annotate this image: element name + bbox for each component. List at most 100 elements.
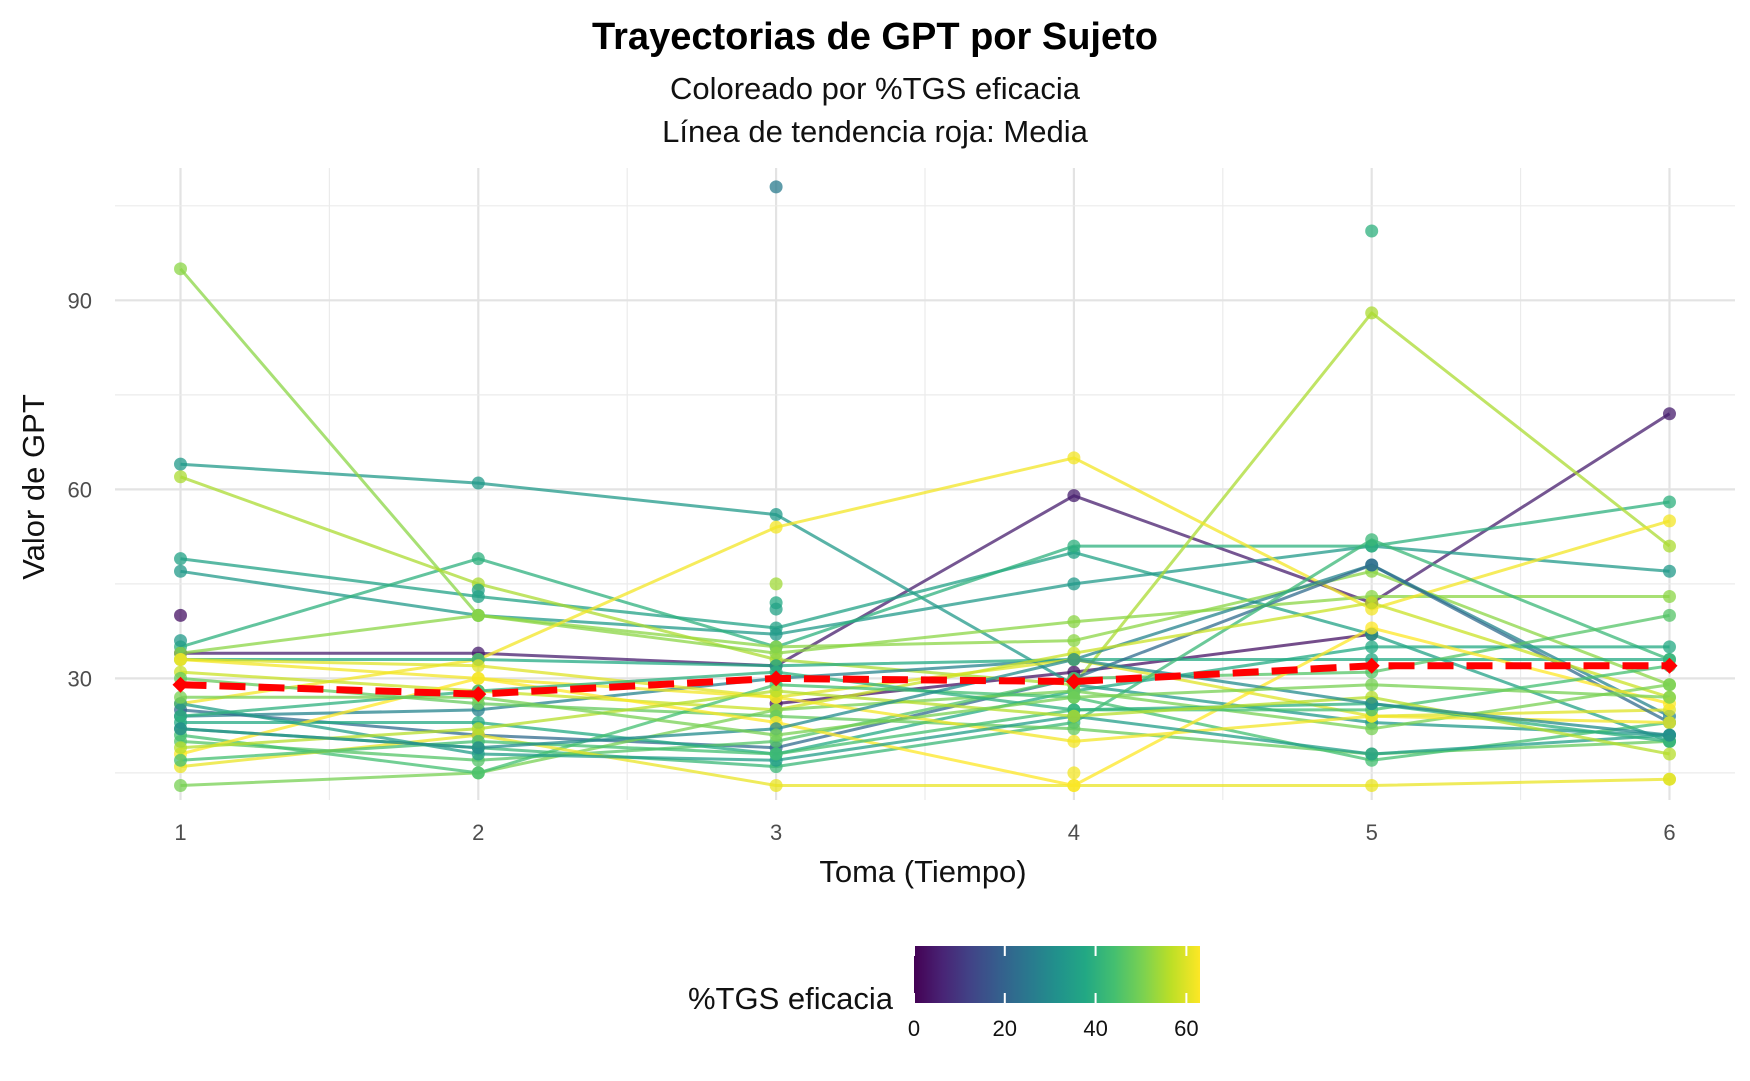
data-point [1067,652,1081,666]
data-point [769,646,783,660]
series-line [180,733,1670,787]
data-point [174,262,188,276]
y-tick-label: 90 [68,288,92,313]
data-point [174,564,188,578]
data-point [1662,589,1676,603]
data-point [769,520,783,534]
series-line [180,658,1670,668]
data-point [174,470,188,484]
data-point [1365,678,1379,692]
series-line [180,613,1670,762]
data-point [1067,634,1081,648]
data-point [1662,495,1676,509]
data-point [1067,451,1081,465]
data-point [769,728,783,742]
series-line [180,412,1671,668]
series-line [180,500,1670,649]
data-point [174,709,188,723]
data-point [769,627,783,641]
data-point [471,583,485,597]
data-point [471,659,485,673]
legend-tick-label: 40 [1083,1016,1107,1041]
data-point [174,634,188,648]
data-point [471,741,485,755]
data-point [1067,615,1081,629]
data-point [174,690,188,704]
data-point [1662,772,1676,786]
mean-trend [172,657,1678,703]
data-point [1662,728,1676,742]
mean-point [1363,657,1380,674]
mean-trend-line [180,662,1670,698]
data-point [1662,715,1676,729]
data-point [1662,539,1676,553]
x-tick-label: 4 [1068,820,1080,845]
data-point [1365,533,1379,547]
data-point [1365,640,1379,654]
data-point [769,779,783,793]
data-point [1365,621,1379,635]
mean-point [768,670,785,687]
data-point [174,652,188,666]
data-point [471,722,485,736]
data-point [769,180,783,194]
axis-ticks: 1 2 3 4 5 6 30 60 90 [68,288,1676,845]
color-legend: %TGS eficacia 0 20 40 60 [688,946,1200,1041]
data-point [174,741,188,755]
data-point [1365,697,1379,711]
data-point [1662,678,1676,692]
x-tick-label: 6 [1663,820,1675,845]
data-point [174,552,188,566]
legend-colorbar [914,946,1200,1003]
chart-subtitle-line-2: Línea de tendencia roja: Media [662,114,1088,149]
data-point [769,747,783,761]
series-line [179,311,1671,687]
data-point [471,552,485,566]
data-point [174,608,188,622]
data-point [174,722,188,736]
y-tick-label: 60 [68,477,92,502]
data-point [174,779,188,793]
data-point [471,766,485,780]
series-line [180,683,1670,787]
data-point [1662,608,1676,622]
chart-title: Trayectorias de GPT por Sujeto [592,16,1158,58]
data-point [1365,558,1379,572]
mean-point [1661,657,1678,674]
data-point [1662,407,1676,421]
mean-point [172,676,189,693]
data-point [1365,747,1379,761]
x-tick-label: 5 [1366,820,1378,845]
data-point [1067,734,1081,748]
data-point [1662,747,1676,761]
legend-ticks: 0 20 40 60 [908,946,1199,1041]
data-point [174,753,188,767]
data-point [1067,766,1081,780]
chart-subtitle-line-1: Coloreado por %TGS eficacia [670,71,1081,106]
data-point [1365,306,1379,320]
grid [115,168,1735,800]
y-tick-label: 30 [68,666,92,691]
data-point [1365,596,1379,610]
data-point [1067,577,1081,591]
data-point [1067,709,1081,723]
data-point [174,457,188,471]
series-line [180,683,1670,737]
data-point [471,476,485,490]
data-point [1662,690,1676,704]
series-line [180,595,1670,655]
series-line [180,544,1670,636]
mean-point [1065,673,1082,690]
series-line [180,658,1670,743]
series-line [180,689,1670,756]
mean-point [470,686,487,703]
data-point [1067,690,1081,704]
data-point [769,684,783,698]
series-line [180,456,1670,706]
data-point [1067,489,1081,503]
x-tick-label: 1 [174,820,186,845]
x-tick-label: 2 [472,820,484,845]
data-point [471,608,485,622]
